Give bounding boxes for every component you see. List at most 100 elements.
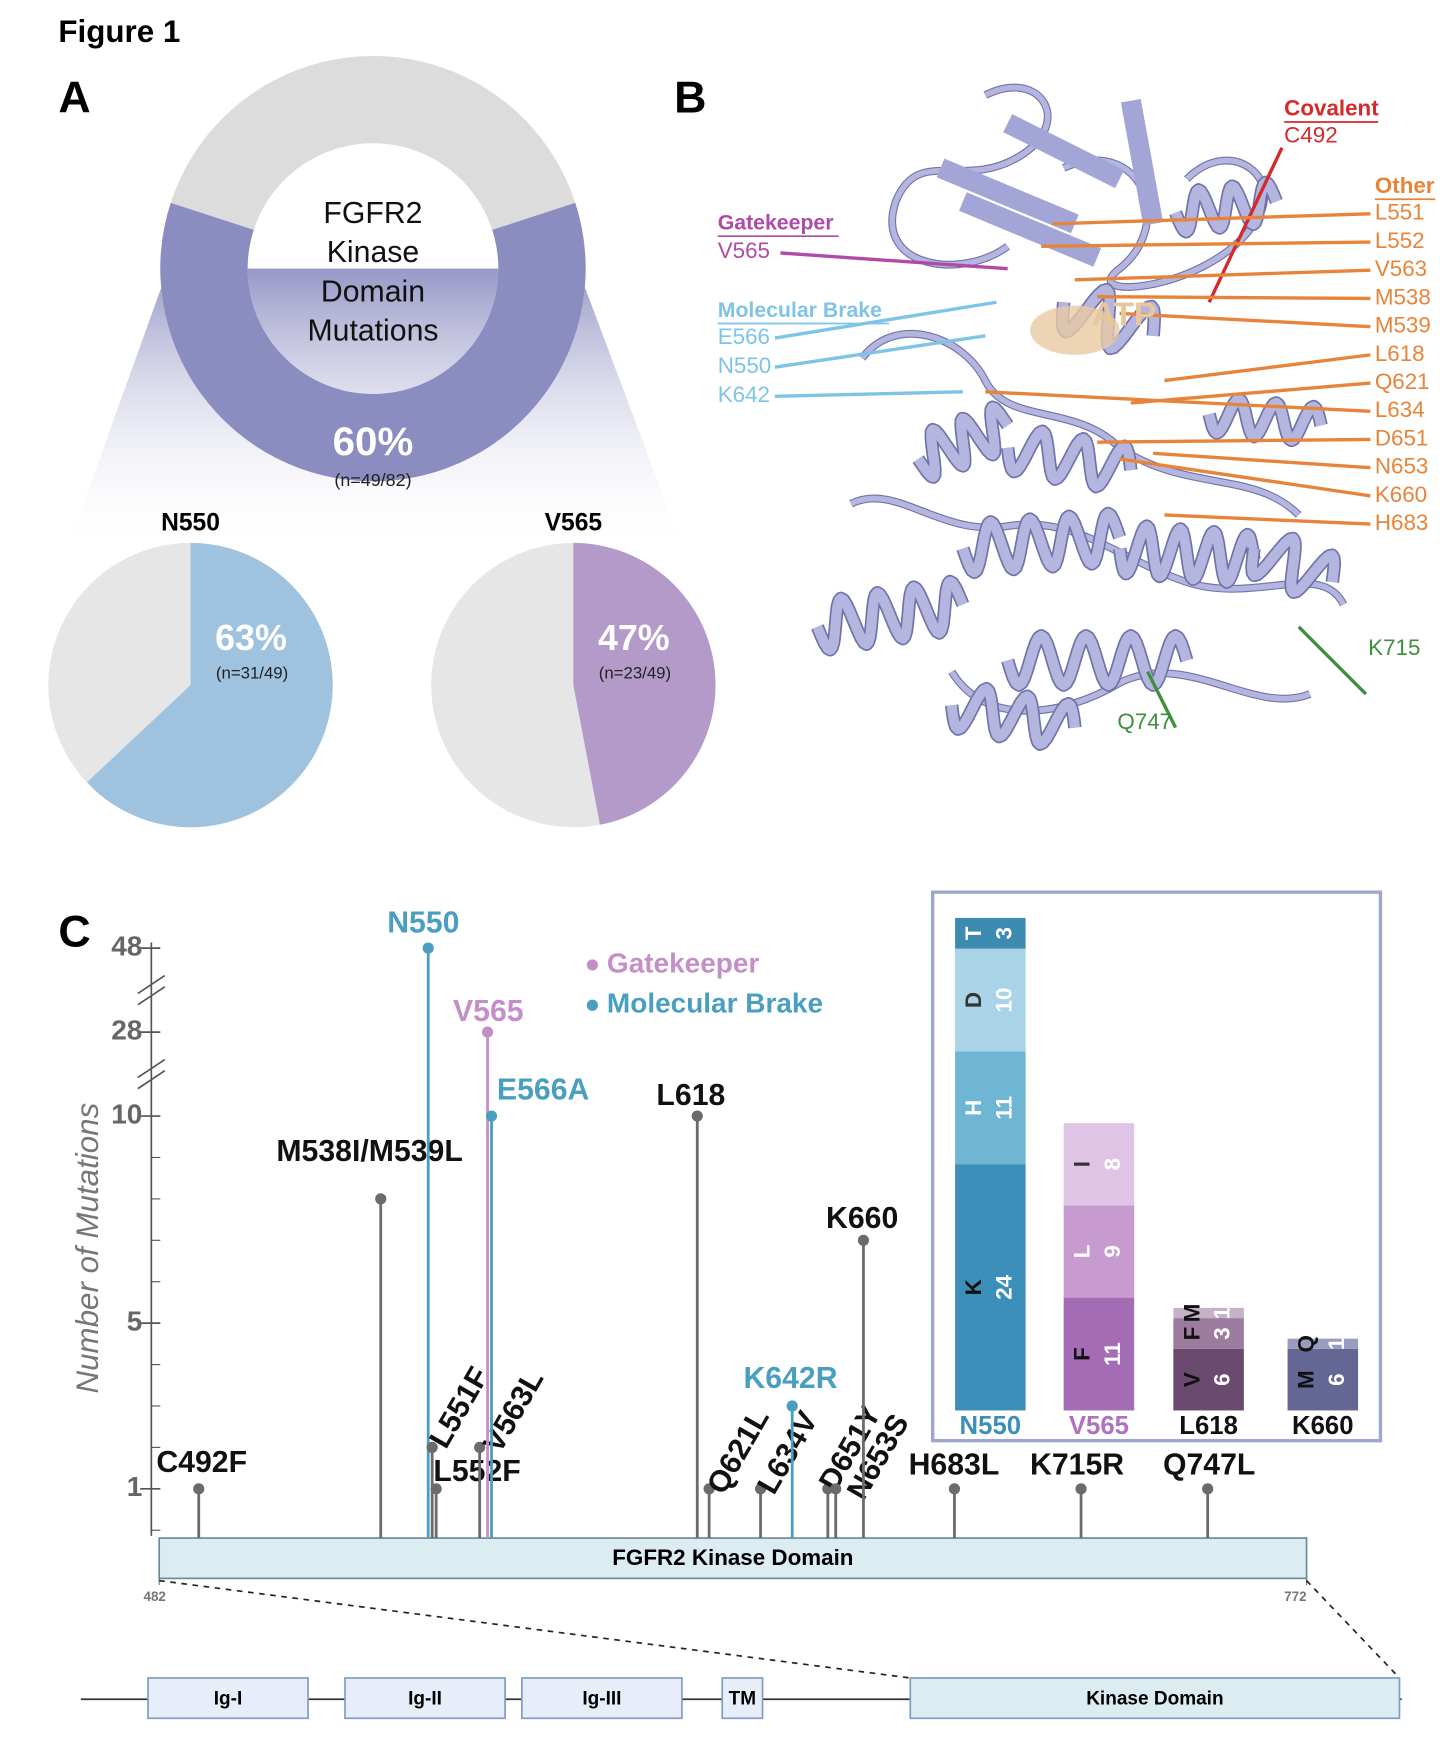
lollipop-head <box>857 1234 870 1246</box>
mutation-label: K715R <box>1030 1448 1124 1481</box>
pie-annotation: (n=31/49) <box>216 663 288 682</box>
stack-category: L618 <box>1179 1412 1238 1440</box>
domain-label: Ig-III <box>582 1688 621 1709</box>
segment-letter: I <box>1070 1161 1095 1167</box>
domain-label: TM <box>729 1688 756 1709</box>
segment-letter: T <box>961 926 986 940</box>
pie-slice <box>86 542 333 828</box>
domain-box <box>521 1677 683 1720</box>
segment-letter: M <box>1294 1370 1319 1389</box>
dash-link <box>1305 1580 1401 1679</box>
structure-label: V565 <box>718 238 770 263</box>
mutation-label: K642R <box>743 1362 837 1395</box>
stack-segment <box>1063 1297 1135 1411</box>
pie-value-label: 47% <box>598 618 670 658</box>
lollipop-head <box>703 1483 715 1495</box>
lollipop-head <box>481 1026 494 1038</box>
helix <box>1114 521 1259 588</box>
legend-label: Gatekeeper <box>607 947 759 978</box>
structure-label: L618 <box>1375 341 1425 366</box>
mutation-label: N550 <box>387 907 459 940</box>
atp-ligand <box>1030 305 1120 355</box>
strand <box>959 192 1102 267</box>
helix <box>1170 177 1282 237</box>
lollipop-head <box>426 1441 438 1453</box>
pointer-line <box>780 251 1008 271</box>
segment-value: 1 <box>1210 1307 1235 1319</box>
strand <box>936 158 1079 234</box>
segment-value: 10 <box>991 988 1016 1013</box>
pointer-line <box>1119 457 1371 498</box>
strand <box>1003 114 1125 189</box>
domain-box <box>147 1677 309 1720</box>
stack-segment <box>1063 1205 1135 1298</box>
pointer-line <box>1074 268 1371 282</box>
legend-label: Molecular Brake <box>607 988 823 1019</box>
mutation-label: K660 <box>826 1202 898 1235</box>
protein-structure <box>774 83 1371 751</box>
stack-segment <box>955 1164 1026 1411</box>
axis-break <box>137 1058 166 1079</box>
segment-letter: Q <box>1294 1335 1319 1352</box>
pointer-line <box>774 390 963 398</box>
segment-letter: L <box>1070 1245 1095 1259</box>
segment-letter: D <box>961 992 986 1008</box>
structure-label: N550 <box>718 353 772 378</box>
y-tick-label: 28 <box>111 1014 142 1045</box>
mutation-label: E566A <box>497 1073 590 1106</box>
donut-value-label: 60% <box>333 419 414 464</box>
donut-center-label: Domain <box>321 275 425 308</box>
lollipop-head <box>430 1483 442 1495</box>
stack-category: N550 <box>960 1412 1022 1440</box>
panel-letter: A <box>58 73 90 123</box>
stack-segment <box>955 948 1026 1052</box>
donut-center-label: Kinase <box>327 236 419 269</box>
domain-box <box>721 1677 764 1720</box>
lollipop-head <box>422 942 434 954</box>
lollipop-head <box>830 1483 842 1495</box>
lollipop-head <box>691 1110 703 1122</box>
structure-label: D651 <box>1375 425 1429 450</box>
y-tick-label: 48 <box>111 931 142 962</box>
lollipop-head <box>948 1483 961 1495</box>
structure-label: Q621 <box>1375 369 1430 394</box>
pointer-line <box>1297 625 1368 696</box>
domain-label: Ig-II <box>408 1688 442 1709</box>
structure-label: C492 <box>1284 122 1338 147</box>
pointer-line <box>774 334 986 369</box>
stack-segment <box>955 1051 1026 1165</box>
donut-segment <box>160 202 586 482</box>
structure-label: K660 <box>1375 482 1427 507</box>
lollipop-head <box>786 1400 798 1412</box>
lollipop-head <box>474 1441 486 1453</box>
structure-label: Other <box>1375 173 1435 198</box>
segment-value: 6 <box>1210 1373 1235 1385</box>
segment-letter: K <box>961 1279 986 1295</box>
stack-category: V565 <box>1069 1412 1129 1440</box>
axis-break <box>137 1070 166 1090</box>
mutation-label: L618 <box>656 1079 725 1112</box>
x-tick-label: 482 <box>143 1589 165 1604</box>
structure-label: Molecular Brake <box>718 298 882 322</box>
helix <box>1002 426 1136 492</box>
segment-letter: H <box>961 1100 986 1116</box>
pointer-line <box>1052 212 1371 226</box>
structure-label: L551 <box>1375 200 1425 225</box>
stack-segment <box>1173 1307 1244 1319</box>
pointer-line <box>1119 311 1371 329</box>
helix <box>1002 630 1192 691</box>
lollipop-head <box>193 1483 205 1495</box>
helix <box>1246 533 1340 598</box>
domain-label: Ig-I <box>214 1688 243 1709</box>
lollipop-head <box>754 1483 767 1495</box>
lollipop-head <box>1202 1483 1214 1495</box>
structure-label: N653 <box>1375 454 1429 479</box>
segment-value: 3 <box>1210 1327 1235 1339</box>
panel-letter: B <box>674 73 706 123</box>
pointer-line <box>1097 294 1371 301</box>
segment-value: 8 <box>1100 1158 1125 1170</box>
figure-title: Figure 1 <box>58 14 180 49</box>
y-tick-label: 1 <box>127 1471 143 1502</box>
structure-label: H683 <box>1375 510 1429 535</box>
donut-center-label: Mutations <box>307 314 438 347</box>
